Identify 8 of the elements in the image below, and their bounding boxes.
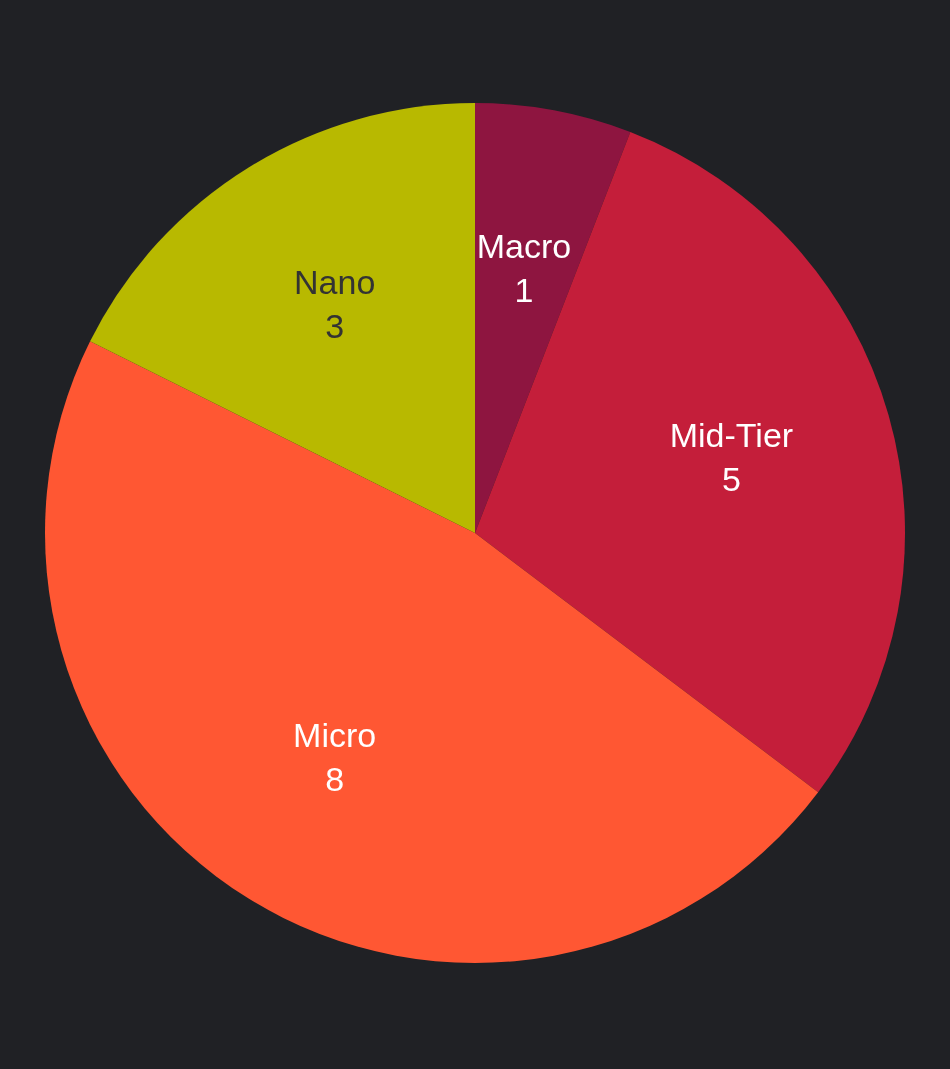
slice-label: Micro	[293, 716, 377, 755]
slice-label: Mid-Tier	[669, 416, 794, 455]
slice-label: Nano	[294, 262, 376, 301]
data-label: 1	[514, 271, 534, 310]
data-label: 8	[325, 760, 345, 799]
slice-label: Macro	[476, 227, 572, 266]
data-label: 3	[325, 306, 345, 345]
data-label: 5	[721, 460, 741, 499]
